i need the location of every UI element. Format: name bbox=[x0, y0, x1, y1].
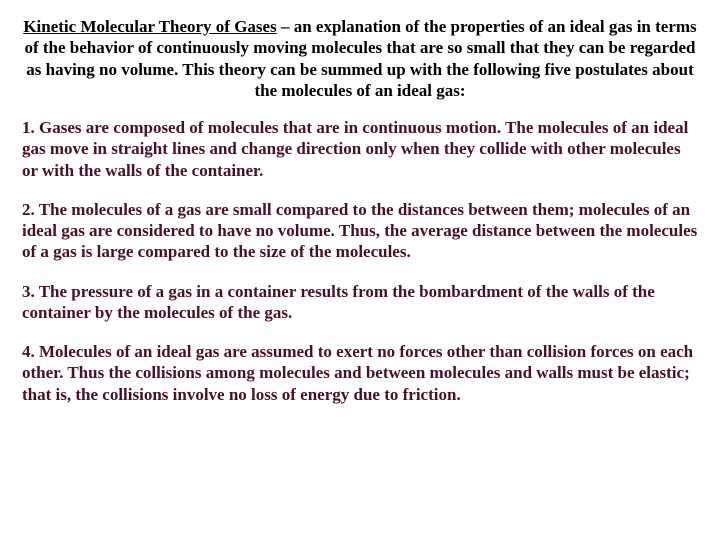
title: Kinetic Molecular Theory of Gases bbox=[23, 17, 276, 36]
postulate-3: 3. The pressure of a gas in a container … bbox=[22, 281, 698, 324]
intro-header: Kinetic Molecular Theory of Gases – an e… bbox=[22, 16, 698, 101]
postulate-4: 4. Molecules of an ideal gas are assumed… bbox=[22, 341, 698, 405]
postulate-1: 1. Gases are composed of molecules that … bbox=[22, 117, 698, 181]
postulate-2: 2. The molecules of a gas are small comp… bbox=[22, 199, 698, 263]
